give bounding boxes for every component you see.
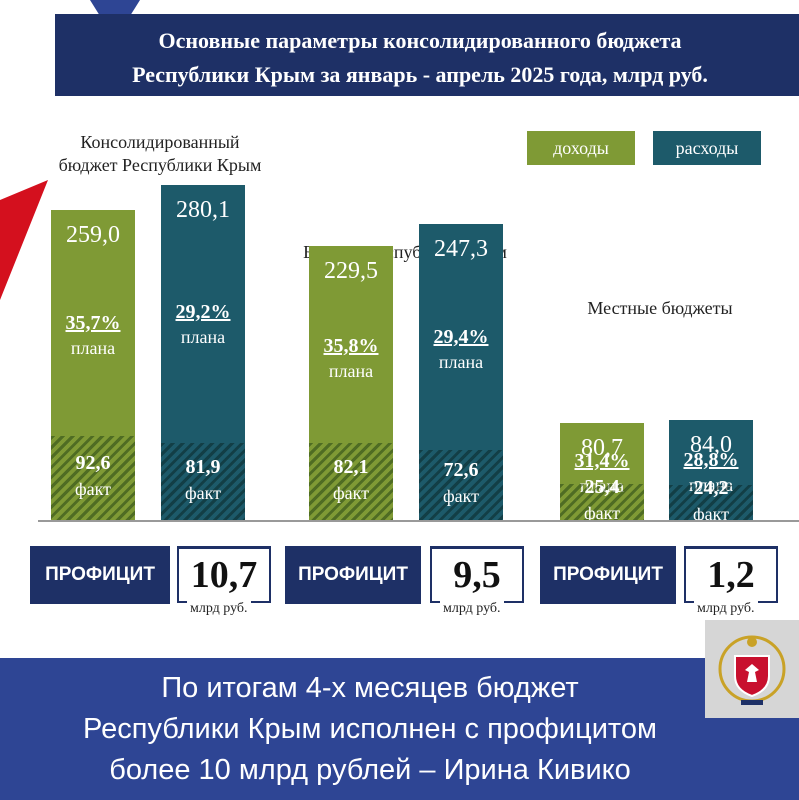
corner-decoration-red bbox=[0, 180, 48, 300]
bar-total-label: 247,3 bbox=[434, 236, 488, 262]
bar-total-label: 80,7 bbox=[581, 435, 623, 461]
bar-fact-segment: 24,2 факт bbox=[669, 477, 753, 524]
bar-percent-label: 35,8% bbox=[323, 335, 379, 357]
bar-fact-value: 24,2 bbox=[693, 476, 729, 499]
surplus-unit: млрд руб. bbox=[187, 601, 251, 617]
surplus-label: ПРОФИЦИТ bbox=[285, 546, 421, 604]
bar-income: 259,0 35,7% плана 92,6 факт bbox=[51, 210, 135, 520]
bar-plan-label: плана bbox=[180, 327, 226, 347]
bar-expense: 247,3 29,4% плана 72,6 факт bbox=[419, 224, 503, 520]
bar-fact-segment: 72,6 факт bbox=[419, 450, 503, 520]
emblem-panel bbox=[705, 620, 799, 718]
group-title-local: Местные бюджеты bbox=[587, 298, 733, 318]
legend-income: доходы bbox=[527, 131, 635, 165]
bar-percent-label: 28,8% bbox=[683, 449, 739, 471]
crimea-coat-of-arms-icon bbox=[718, 635, 786, 705]
surplus-value: 9,5 bbox=[453, 554, 501, 596]
bar-fact-label: факт bbox=[583, 503, 621, 523]
bar-total-label: 229,5 bbox=[324, 258, 378, 284]
bar-fact-segment: 25,4 факт bbox=[560, 476, 644, 523]
bar-fact-value: 92,6 bbox=[75, 452, 111, 474]
footer-banner bbox=[0, 658, 799, 800]
bar-fact-value: 82,1 bbox=[333, 455, 369, 478]
title-line-2: Республики Крым за январь - апрель 2025 … bbox=[132, 62, 708, 87]
bar-plan-label: плана bbox=[328, 361, 374, 381]
bar-fact-value: 81,9 bbox=[185, 455, 221, 478]
bar-fact-segment: 92,6 факт bbox=[51, 436, 135, 520]
title-line-1: Основные параметры консолидированного бю… bbox=[158, 28, 682, 53]
surplus-value-box: 10,7 bbox=[177, 546, 271, 603]
footer-line-3: более 10 млрд рублей – Ирина Кивико bbox=[109, 754, 631, 786]
bar-plan-label: плана bbox=[70, 338, 116, 358]
bar-total-label: 280,1 bbox=[176, 197, 230, 223]
bar-fact-label: факт bbox=[332, 482, 370, 503]
footer-line-1: По итогам 4-х месяцев бюджет bbox=[161, 672, 579, 704]
surplus-label: ПРОФИЦИТ bbox=[540, 546, 676, 604]
footer-line-2: Республики Крым исполнен с профицитом bbox=[83, 713, 657, 745]
header-banner bbox=[55, 14, 799, 96]
surplus-label: ПРОФИЦИТ bbox=[30, 546, 170, 604]
bar-fact-label: факт bbox=[692, 503, 730, 524]
bar-total-label: 84,0 bbox=[690, 432, 732, 458]
bar-income: 229,5 35,8% плана 82,1 факт bbox=[309, 246, 393, 520]
bar-percent-label: 35,7% bbox=[65, 312, 121, 334]
surplus-value: 10,7 bbox=[190, 554, 258, 596]
bar-fact-value: 25,4 bbox=[584, 476, 620, 498]
surplus-value: 1,2 bbox=[707, 554, 755, 596]
bar-expense: 280,1 29,2% плана 81,9 факт bbox=[161, 185, 245, 520]
surplus-unit: млрд руб. bbox=[440, 601, 504, 617]
bar-percent-label: 29,4% bbox=[433, 326, 489, 348]
bar-plan-label: плана bbox=[438, 352, 484, 372]
bar-fact-label: факт bbox=[74, 479, 112, 499]
bar-total-label: 259,0 bbox=[66, 222, 120, 248]
surplus-value-box: 9,5 bbox=[430, 546, 524, 603]
bar-fact-label: факт bbox=[442, 486, 480, 506]
group-title-consolidated: Консолидированный бюджет Республики Крым bbox=[40, 131, 280, 177]
group-title-line: Консолидированный bbox=[80, 132, 240, 152]
bar-fact-label: факт bbox=[184, 482, 222, 503]
bar-percent-label: 31,4% bbox=[574, 450, 630, 472]
bar-percent-label: 29,2% bbox=[175, 301, 231, 323]
bar-fact-segment: 82,1 факт bbox=[309, 443, 393, 520]
bar-fact-segment: 81,9 факт bbox=[161, 443, 245, 520]
surplus-unit: млрд руб. bbox=[694, 601, 758, 617]
footer-headline: По итогам 4-х месяцев бюджет Республики … bbox=[0, 668, 740, 791]
surplus-value-box: 1,2 bbox=[684, 546, 778, 603]
bar-fact-value: 72,6 bbox=[443, 459, 479, 481]
legend-expense: расходы bbox=[653, 131, 761, 165]
group-title-line: бюджет Республики Крым bbox=[58, 155, 262, 175]
page-title: Основные параметры консолидированного бю… bbox=[80, 24, 760, 92]
chart-baseline bbox=[38, 520, 799, 522]
